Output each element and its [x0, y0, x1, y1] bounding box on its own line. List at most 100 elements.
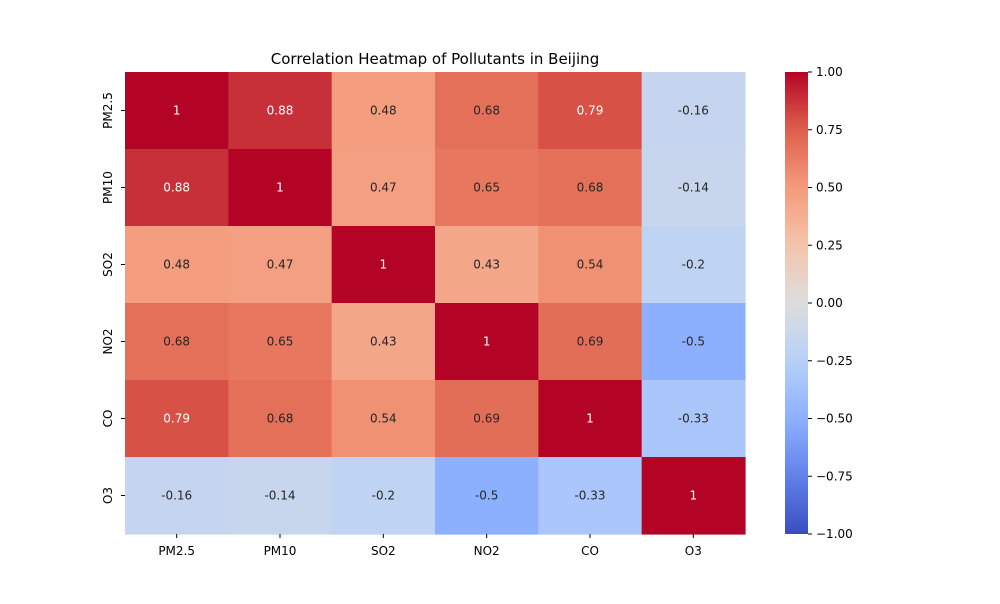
y-tick-label: O3 [101, 487, 115, 504]
colorbar-tick-label: −1.00 [816, 527, 853, 541]
heatmap-cell-so2-pm2-5 [125, 226, 229, 304]
heatmap-cell-co-so2 [331, 380, 436, 458]
heatmap-cell-co-pm2-5 [125, 380, 229, 458]
cell-value-label: 0.69 [577, 335, 604, 349]
cell-value-label: -0.5 [475, 489, 498, 503]
heatmap-cell-pm2-5-pm2-5 [125, 72, 229, 150]
cell-value-label: 0.65 [267, 335, 294, 349]
colorbar-tick-label: 0.00 [816, 296, 843, 310]
cell-value-label: 0.68 [163, 335, 190, 349]
cell-value-label: 0.68 [267, 412, 294, 426]
x-tick-label: SO2 [371, 544, 396, 558]
x-tick-label: NO2 [474, 544, 500, 558]
heatmap-cell-pm10-pm10 [228, 149, 333, 227]
heatmap-cell-co-pm10 [228, 380, 333, 458]
y-tick-label: CO [101, 410, 115, 428]
colorbar-gradient [785, 72, 808, 534]
colorbar-tick-label: 0.75 [816, 123, 843, 137]
cell-value-label: 0.79 [577, 104, 604, 118]
cell-value-label: -0.2 [372, 489, 395, 503]
heatmap-cell-no2-pm2-5 [125, 303, 229, 381]
colorbar-tick-label: 1.00 [816, 65, 843, 79]
axis-ticks: PM2.5 PM10 SO2 NO2 CO O3 PM2.5 PM10 SO2 NO2 CO O3 [101, 92, 702, 558]
colorbar-tick-label: −0.50 [816, 412, 853, 426]
heatmap-cell-no2-no2 [435, 303, 539, 381]
cell-value-label: 0.48 [370, 104, 397, 118]
heatmap-cell-no2-co [538, 303, 643, 381]
x-tick-label: CO [581, 544, 599, 558]
cell-value-label: 0.43 [473, 258, 500, 272]
heatmap-cell-o3-o3 [641, 457, 746, 535]
cell-value-label: 1 [173, 104, 181, 118]
cell-value-label: -0.14 [264, 489, 295, 503]
cell-value-label: 1 [380, 258, 388, 272]
chart-title: Correlation Heatmap of Pollutants in Bei… [271, 50, 599, 68]
heatmap-cell-pm2-5-pm10 [228, 72, 333, 150]
heatmap-cell-pm10-o3 [641, 149, 746, 227]
cell-value-label: 1 [276, 181, 284, 195]
x-tick-label: O3 [685, 544, 702, 558]
cell-value-label: -0.33 [574, 489, 605, 503]
heatmap-cell-so2-so2 [331, 226, 436, 304]
colorbar-tick-label: 0.25 [816, 238, 843, 252]
heatmap-cell-pm10-co [538, 149, 643, 227]
cell-value-label: 1 [483, 335, 491, 349]
cell-value-label: 1 [690, 489, 698, 503]
cell-value-label: 0.47 [370, 181, 397, 195]
cell-value-label: 0.54 [370, 412, 397, 426]
colorbar: −1.00 −0.75 −0.50 −0.25 0.00 0.25 0.50 0.75 1.00 [785, 65, 853, 541]
cell-value-label: 0.79 [163, 412, 190, 426]
heatmap-cell-co-co [538, 380, 643, 458]
cell-value-label: 1 [586, 412, 594, 426]
cell-value-label: 0.47 [267, 258, 294, 272]
cell-value-label: 0.48 [163, 258, 190, 272]
heatmap-cell-pm10-so2 [331, 149, 436, 227]
heatmap-cell-o3-co [538, 457, 643, 535]
cell-value-label: -0.2 [682, 258, 705, 272]
heatmap-cell-pm2-5-so2 [331, 72, 436, 150]
heatmap-cell-pm10-pm2-5 [125, 149, 229, 227]
heatmap-cell-so2-no2 [435, 226, 539, 304]
y-tick-label: PM2.5 [101, 92, 115, 129]
heatmap-cell-so2-co [538, 226, 643, 304]
heatmap-cell-o3-so2 [331, 457, 436, 535]
heatmap-cell-co-o3 [641, 380, 746, 458]
cell-value-label: 0.43 [370, 335, 397, 349]
heatmap-cell-o3-pm10 [228, 457, 333, 535]
y-tick-label: PM10 [101, 171, 115, 204]
cell-value-label: -0.16 [678, 104, 709, 118]
heatmap-cell-no2-o3 [641, 303, 746, 381]
heatmap-cell-pm10-no2 [435, 149, 539, 227]
cell-value-label: -0.14 [678, 181, 709, 195]
y-tick-label: NO2 [101, 328, 115, 354]
cell-value-label: -0.33 [678, 412, 709, 426]
heatmap-cell-o3-no2 [435, 457, 539, 535]
x-tick-label: PM10 [264, 544, 297, 558]
cell-value-label: 0.88 [163, 181, 190, 195]
colorbar-tick-label: 0.50 [816, 181, 843, 195]
heatmap-cell-no2-so2 [331, 303, 436, 381]
heatmap-cell-no2-pm10 [228, 303, 333, 381]
cell-value-label: -0.16 [161, 489, 192, 503]
heatmap-cells: 1 0.88 0.48 0.68 0.79 -0.16 0.88 1 0.47 0.65 0.68 -… [125, 72, 746, 535]
cell-value-label: 0.69 [473, 412, 500, 426]
cell-value-label: 0.65 [473, 181, 500, 195]
heatmap-cell-so2-o3 [641, 226, 746, 304]
y-tick-label: SO2 [101, 252, 115, 277]
cell-value-label: 0.68 [577, 181, 604, 195]
cell-value-label: -0.5 [682, 335, 705, 349]
heatmap-cell-co-no2 [435, 380, 539, 458]
heatmap-cell-pm2-5-no2 [435, 72, 539, 150]
heatmap-cell-pm2-5-o3 [641, 72, 746, 150]
cell-value-label: 0.88 [267, 104, 294, 118]
colorbar-tick-label: −0.75 [816, 469, 853, 483]
heatmap-cell-pm2-5-co [538, 72, 643, 150]
cell-value-label: 0.54 [577, 258, 604, 272]
heatmap-cell-so2-pm10 [228, 226, 333, 304]
heatmap-cell-o3-pm2-5 [125, 457, 229, 535]
cell-value-label: 0.68 [473, 104, 500, 118]
x-tick-label: PM2.5 [158, 544, 195, 558]
colorbar-tick-label: −0.25 [816, 354, 853, 368]
